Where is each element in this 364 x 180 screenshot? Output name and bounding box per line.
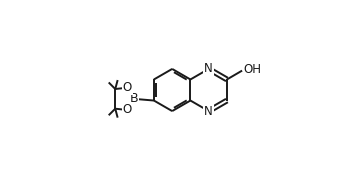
Text: B: B	[130, 92, 138, 105]
Text: OH: OH	[244, 63, 262, 76]
Text: N: N	[204, 62, 213, 75]
Text: O: O	[123, 103, 132, 116]
Text: O: O	[123, 81, 132, 94]
Text: N: N	[204, 105, 213, 118]
